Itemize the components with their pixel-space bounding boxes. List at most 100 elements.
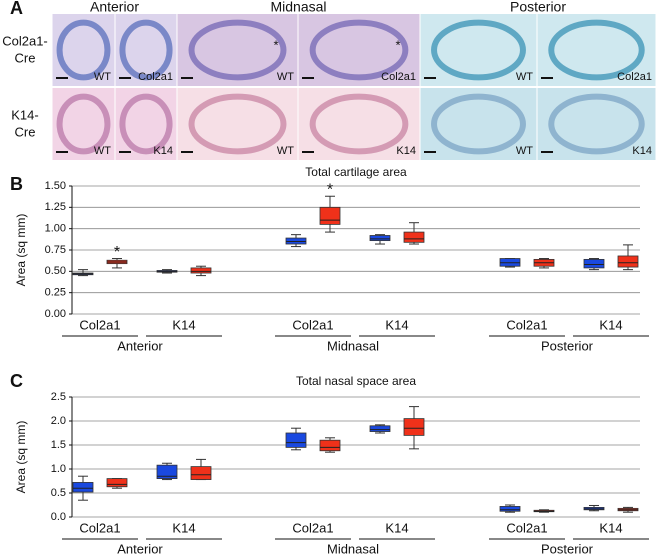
box (156, 464, 178, 480)
box (369, 425, 391, 432)
histology-image (537, 14, 656, 86)
group-label: Midnasal (327, 541, 379, 556)
x-tick-label: K14 (172, 520, 195, 535)
box (285, 432, 307, 448)
box (369, 235, 391, 242)
box (72, 482, 94, 493)
image-label: Col2a1 (138, 71, 173, 83)
y-tick-label: 0.25 (45, 287, 66, 299)
box (403, 418, 425, 436)
significance-marker: * (327, 181, 333, 198)
column-header: Midnasal (270, 0, 326, 15)
histology-image (298, 14, 420, 86)
row-label: Cre (15, 50, 36, 65)
x-tick-label: Col2a1 (506, 317, 547, 332)
tissue (119, 93, 173, 155)
image-label: WT (94, 71, 111, 83)
image-label: Col2a1 (617, 71, 652, 83)
row-label: Cre (15, 124, 36, 139)
x-tick-label: K14 (172, 317, 195, 332)
histology-image (115, 14, 177, 86)
panel-letter: C (10, 371, 23, 391)
x-tick-label: K14 (385, 317, 408, 332)
box (617, 255, 639, 268)
chart-title: Total nasal space area (296, 374, 416, 388)
x-tick-label: Col2a1 (79, 520, 120, 535)
box (319, 206, 341, 225)
y-tick-label: 1.50 (45, 180, 66, 192)
image-label: Col2a1 (381, 71, 416, 83)
histology-image (52, 88, 115, 160)
box (190, 267, 212, 274)
image-label: K14 (396, 145, 416, 157)
y-tick-label: 0.5 (51, 487, 66, 499)
box (106, 478, 128, 488)
tissue (309, 93, 409, 155)
row-label: K14- (11, 107, 38, 122)
box (403, 231, 425, 243)
tissue (309, 19, 409, 81)
y-tick-label: 2.5 (51, 391, 66, 403)
image-label: K14 (153, 145, 173, 157)
histology-image (537, 88, 656, 160)
y-tick-label: 2.0 (51, 415, 66, 427)
group-label: Posterior (541, 541, 594, 556)
tissue (56, 19, 111, 81)
image-marker: * (273, 37, 278, 52)
box (499, 506, 521, 512)
image-label: K14 (632, 145, 652, 157)
chart-title: Total cartilage area (305, 165, 407, 179)
y-tick-label: 0.50 (45, 265, 66, 277)
tissue (119, 19, 173, 81)
histology-image (420, 88, 537, 160)
tissue (188, 19, 287, 81)
box (583, 258, 605, 269)
y-tick-label: 1.5 (51, 439, 66, 451)
panel-letter: A (10, 0, 23, 18)
x-tick-label: Col2a1 (292, 520, 333, 535)
image-label: WT (94, 145, 111, 157)
x-tick-label: Col2a1 (79, 317, 120, 332)
tissue (188, 93, 287, 155)
x-tick-label: K14 (599, 520, 622, 535)
histology-image (177, 14, 298, 86)
y-axis-label: Area (sq mm) (14, 214, 28, 287)
y-tick-label: 0.00 (45, 308, 66, 320)
box (319, 439, 341, 452)
group-label: Midnasal (327, 338, 379, 353)
histology-image (420, 14, 537, 86)
row-label: Col2a1- (2, 33, 48, 48)
image-label: WT (516, 71, 533, 83)
group-label: Posterior (541, 338, 594, 353)
tissue (548, 19, 645, 81)
x-tick-label: K14 (385, 520, 408, 535)
y-axis-label: Area (sq mm) (14, 421, 28, 494)
y-tick-label: 1.25 (45, 201, 66, 213)
histology-image (52, 14, 115, 86)
image-label: WT (516, 145, 533, 157)
tissue (548, 93, 645, 155)
image-label: WT (277, 145, 294, 157)
histology-image (177, 88, 298, 160)
image-marker: * (395, 37, 400, 52)
column-header: Anterior (90, 0, 139, 15)
group-label: Anterior (117, 541, 163, 556)
image-label: WT (277, 71, 294, 83)
y-tick-label: 0.75 (45, 244, 66, 256)
tissue (431, 19, 526, 81)
histology-image (115, 88, 177, 160)
y-tick-label: 1.0 (51, 463, 66, 475)
x-tick-label: Col2a1 (292, 317, 333, 332)
y-tick-label: 1.00 (45, 223, 66, 235)
tissue (56, 93, 111, 155)
box (190, 466, 212, 480)
x-tick-label: K14 (599, 317, 622, 332)
panel-letter: B (10, 174, 23, 194)
histology-image (298, 88, 420, 160)
x-tick-label: Col2a1 (506, 520, 547, 535)
tissue (431, 93, 526, 155)
column-header: Posterior (510, 0, 566, 15)
y-tick-label: 0.0 (51, 511, 66, 523)
significance-marker: * (114, 244, 120, 261)
